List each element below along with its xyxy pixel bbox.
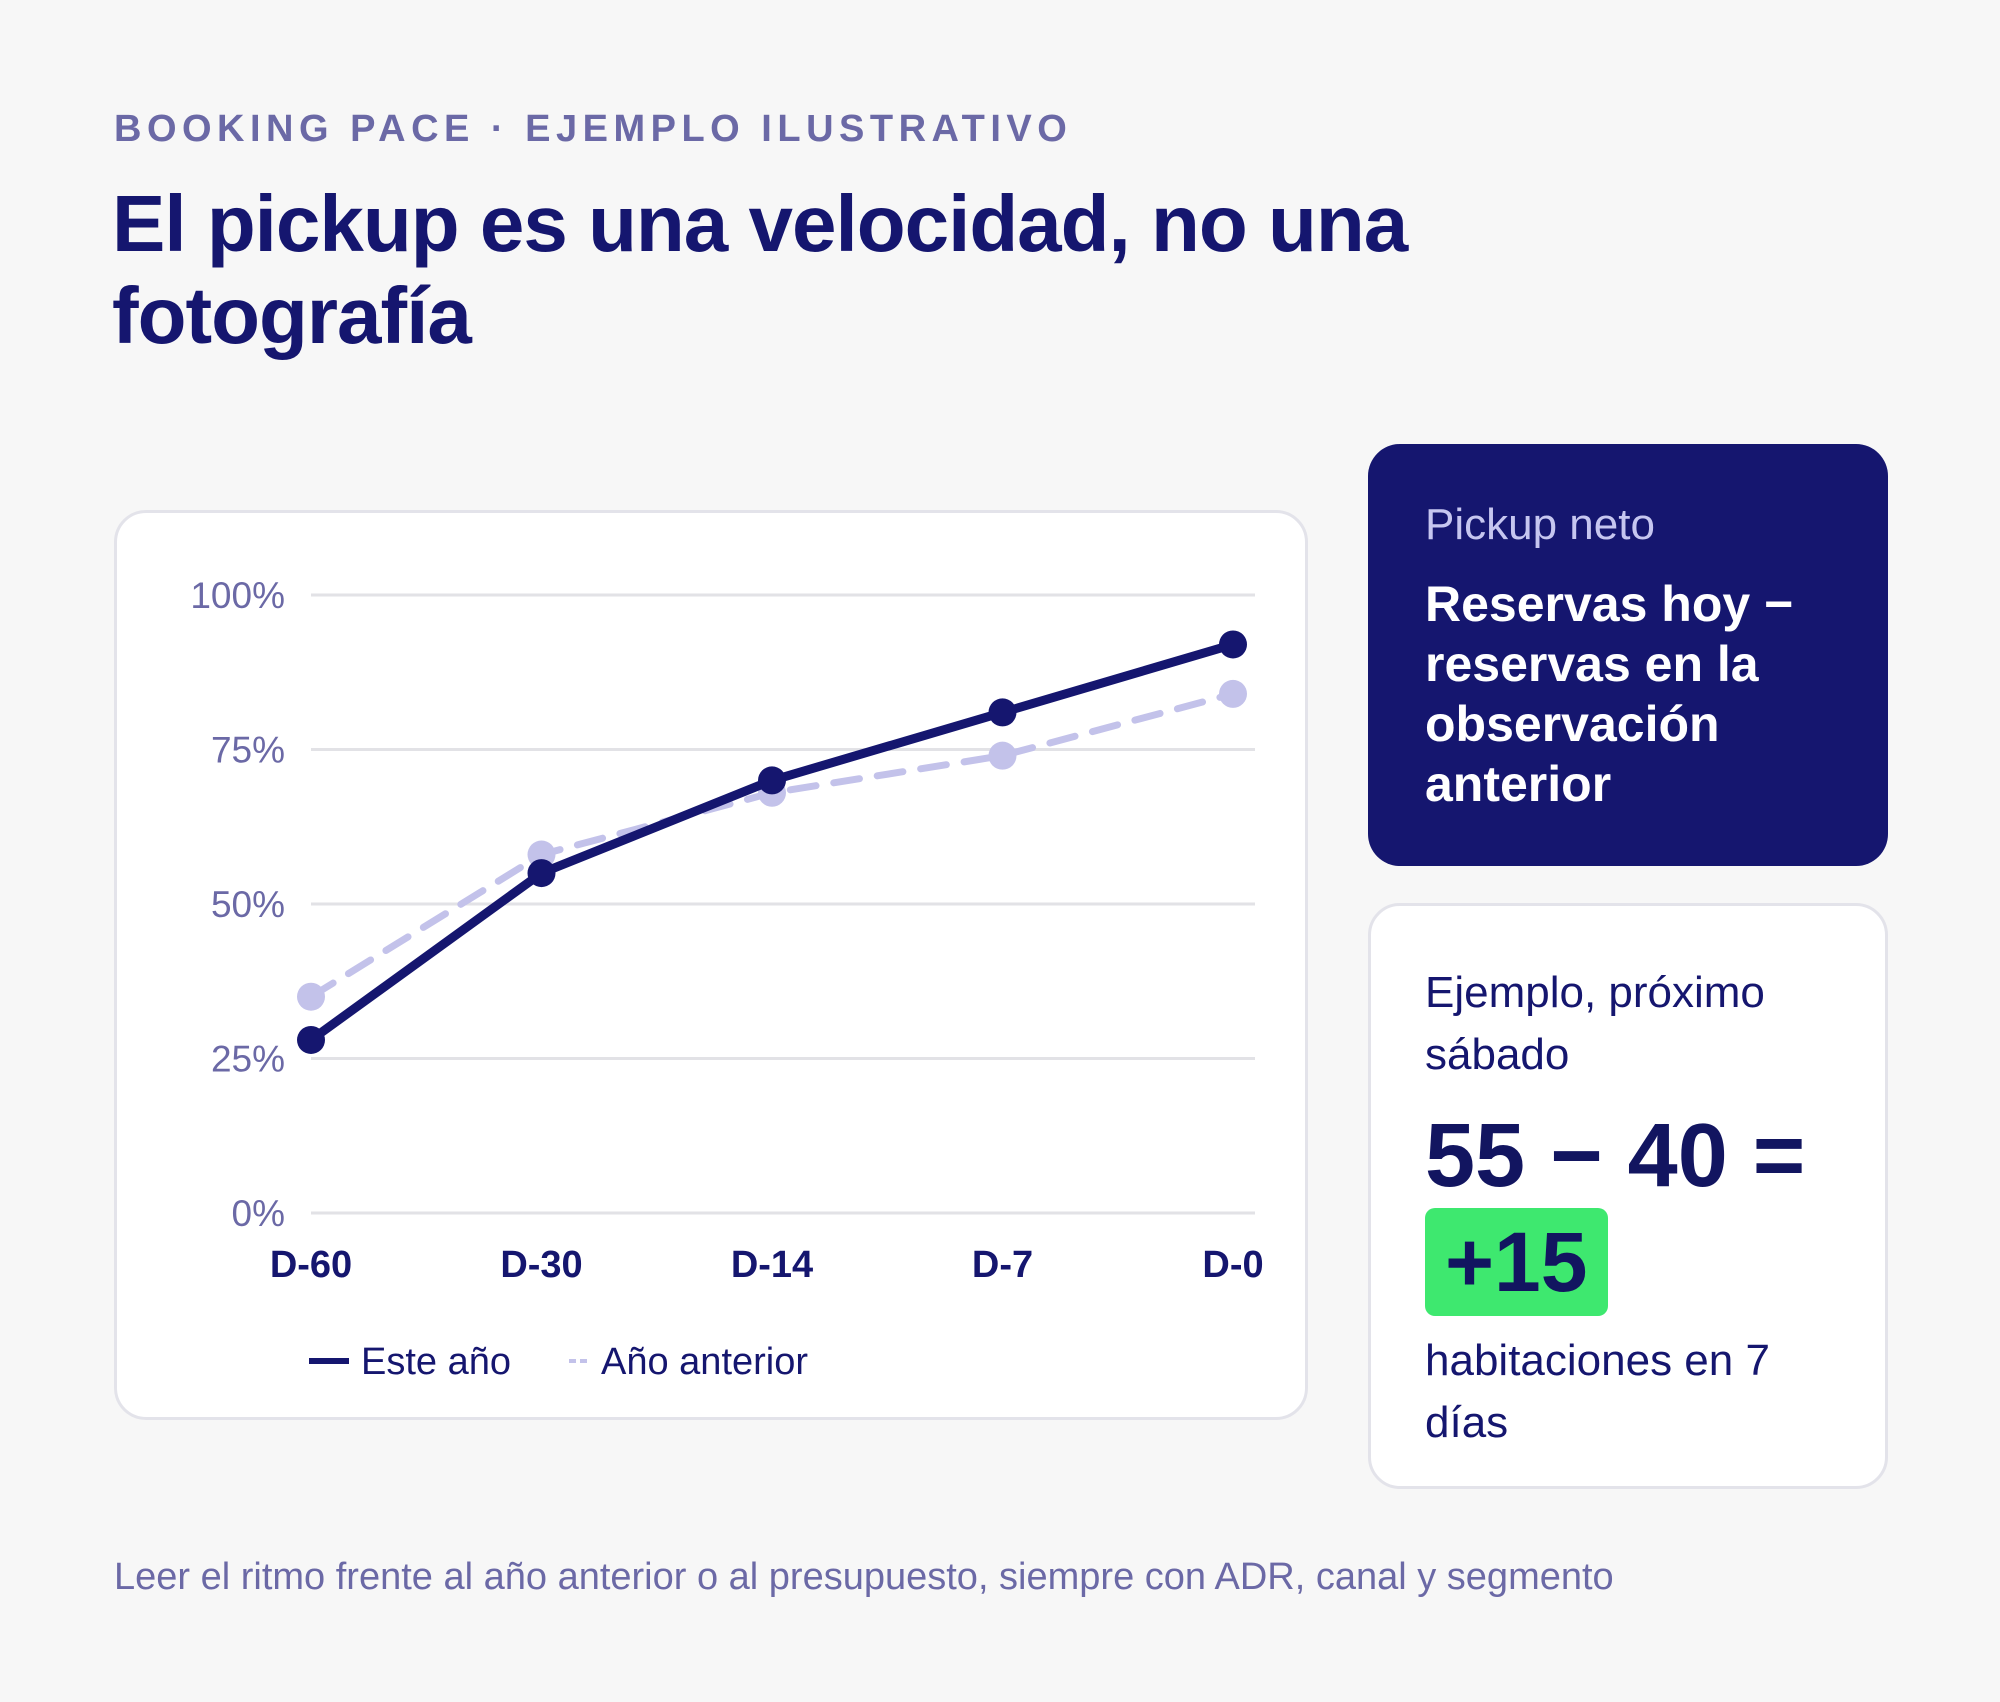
- definition-formula: Reservas hoy − reservas en la observació…: [1425, 576, 1794, 812]
- y-tick-label: 75%: [211, 730, 285, 771]
- eyebrow-label: BOOKING PACE · EJEMPLO ILUSTRATIVO: [114, 108, 1073, 150]
- series-line-previous-year: [307, 690, 1237, 1001]
- x-tick-label: D-30: [500, 1244, 582, 1286]
- x-tick-label: D-7: [972, 1244, 1033, 1286]
- legend-label-this-year: Este año: [361, 1341, 511, 1383]
- x-tick-label: D-0: [1202, 1244, 1263, 1286]
- series-line-this-year: [306, 639, 1238, 1045]
- data-point-this-year: [1219, 630, 1247, 659]
- x-tick-label: D-60: [270, 1244, 352, 1286]
- page-title: El pickup es una velocidad, no una fotog…: [112, 179, 1408, 360]
- chart-card: 0% 25% 50% 75% 100% D-60 D-30 D-14 D-7 D-0 Este a…: [114, 510, 1308, 1420]
- definition-label: Pickup neto: [1425, 500, 1655, 549]
- x-tick-label: D-14: [731, 1244, 813, 1286]
- data-point-previous-year: [297, 982, 325, 1011]
- y-tick-label: 25%: [211, 1039, 285, 1080]
- y-tick-label: 50%: [211, 884, 285, 925]
- pace-line-chart: 0% 25% 50% 75% 100% D-60 D-30 D-14 D-7 D-0 Este a…: [190, 575, 1263, 1383]
- data-point-this-year: [297, 1025, 325, 1054]
- data-point-this-year: [988, 698, 1017, 727]
- y-tick-label: 0%: [232, 1193, 285, 1234]
- data-point-this-year: [527, 859, 556, 888]
- legend-label-previous-year: Año anterior: [601, 1341, 808, 1383]
- definition-card: Pickup neto Reservas hoy − reservas en l…: [1368, 444, 1888, 866]
- data-point-this-year: [758, 766, 786, 795]
- example-label: Ejemplo, próximo sábado: [1425, 968, 1765, 1079]
- data-point-previous-year: [988, 741, 1017, 770]
- example-result-badge: +15: [1425, 1208, 1608, 1316]
- footnote: Leer el ritmo frente al año anterior o a…: [114, 1556, 1614, 1598]
- example-card: Ejemplo, próximo sábado 55 − 40 = +15 ha…: [1368, 903, 1888, 1489]
- data-point-previous-year: [1219, 679, 1247, 708]
- y-tick-label: 100%: [190, 575, 285, 616]
- example-unit: habitaciones en 7 días: [1425, 1336, 1770, 1447]
- example-calculation: 55 − 40 =: [1425, 1106, 1806, 1206]
